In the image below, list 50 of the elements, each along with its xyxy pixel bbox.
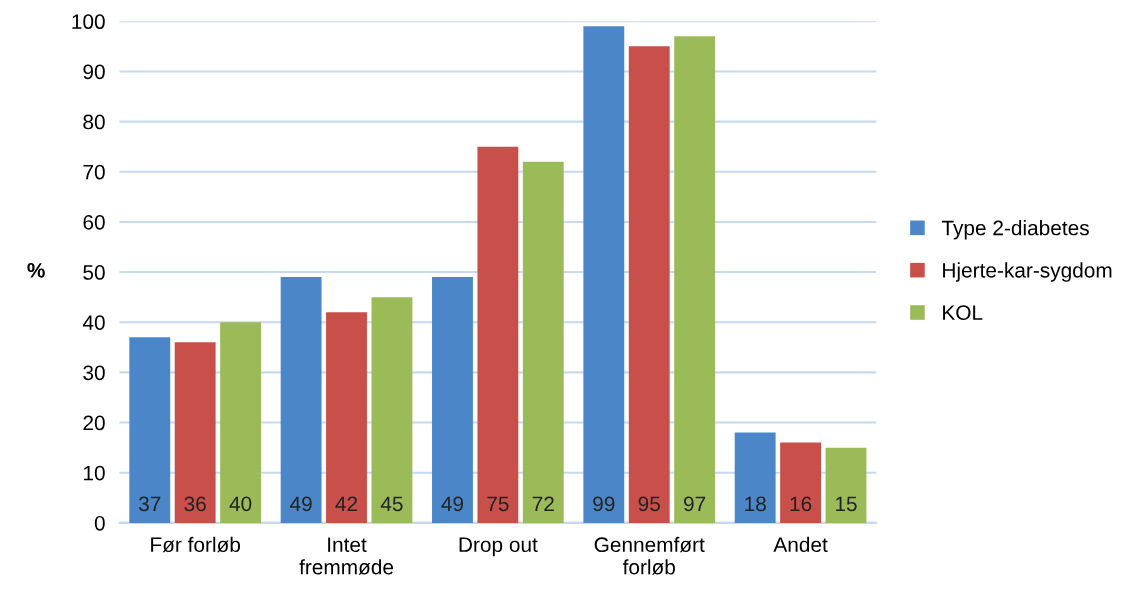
data-label: 97	[684, 496, 706, 512]
bar	[129, 337, 171, 523]
bar	[371, 297, 413, 523]
bar	[220, 322, 262, 523]
legend-label: Type 2-diabetes	[941, 220, 1089, 240]
y-tick-label: 10	[84, 465, 105, 481]
data-label: 49	[441, 496, 464, 512]
bar	[628, 46, 670, 523]
bar	[825, 447, 867, 523]
data-label: 95	[638, 496, 660, 512]
y-tick-label: 90	[83, 64, 105, 80]
y-tick-label: 30	[83, 365, 105, 381]
y-tick-label: 100	[72, 14, 105, 30]
x-tick-label: Intet fremmøde	[299, 537, 394, 575]
x-tick-label: Før forløb	[151, 536, 241, 553]
y-axis-title: %	[27, 262, 45, 278]
bar	[174, 342, 216, 523]
bar	[583, 26, 625, 523]
y-tick-label: 0	[94, 515, 105, 531]
y-tick-label: 70	[83, 164, 105, 180]
data-label: 37	[138, 496, 161, 512]
bar	[674, 36, 716, 523]
data-label: 18	[745, 496, 766, 512]
data-label: 42	[335, 496, 358, 512]
data-label: 99	[593, 496, 615, 512]
bar	[780, 442, 822, 523]
bar	[522, 161, 564, 523]
bar	[326, 312, 367, 523]
x-tick-label: Gennemført forløb	[594, 536, 705, 575]
data-label: 72	[532, 496, 554, 512]
data-label: 40	[229, 496, 252, 512]
x-tick-label: Andet	[773, 536, 828, 553]
bar	[432, 277, 473, 523]
bar	[280, 277, 322, 523]
legend-label: KOL	[943, 305, 983, 321]
data-label: 49	[290, 496, 312, 512]
bar	[477, 146, 519, 523]
legend-label: Hjerte-kar-sygdom	[943, 262, 1112, 282]
data-label: 16	[790, 496, 812, 512]
y-tick-label: 60	[83, 214, 105, 230]
bar	[734, 432, 776, 523]
y-tick-label: 80	[83, 114, 105, 130]
y-tick-label: 40	[82, 315, 105, 330]
data-label: 15	[835, 496, 857, 512]
data-label: 45	[380, 496, 403, 512]
y-tick-label: 20	[83, 415, 105, 431]
data-label: 36	[184, 496, 206, 512]
y-tick-label: 50	[83, 265, 105, 280]
x-tick-label: Drop out	[459, 537, 538, 557]
data-label: 75	[487, 496, 509, 512]
